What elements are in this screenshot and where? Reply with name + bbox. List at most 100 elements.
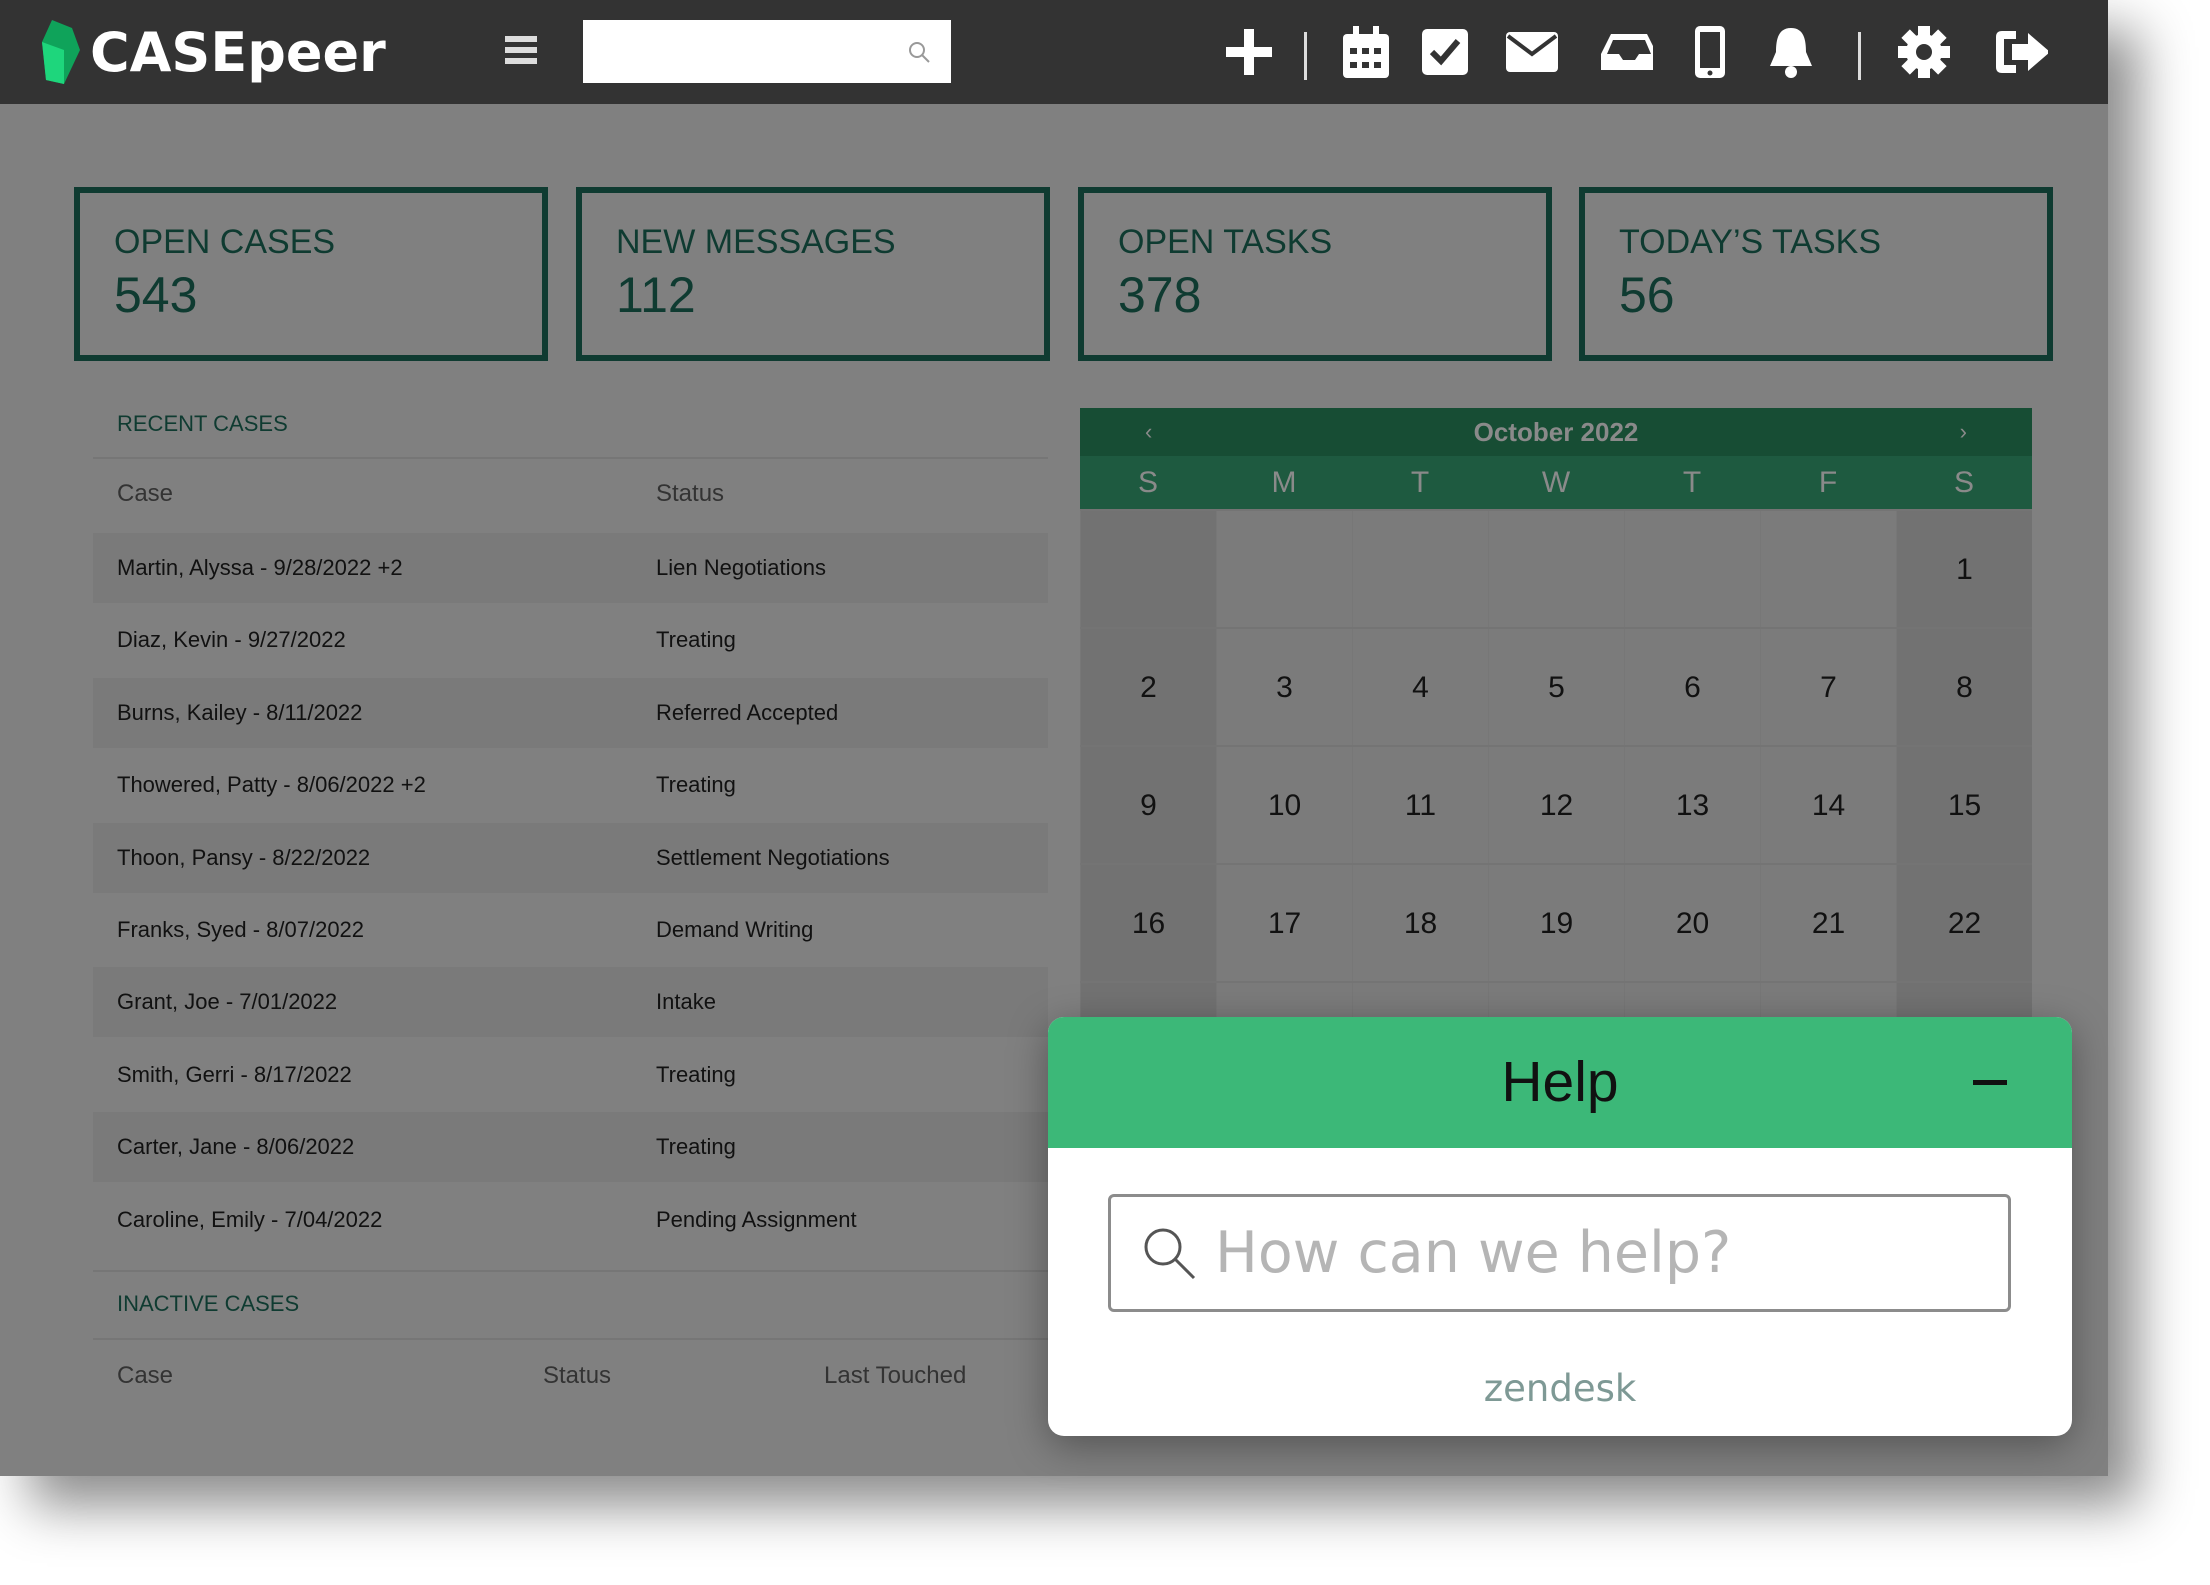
case-name[interactable]: Caroline, Emily - 7/04/2022 (117, 1206, 383, 1232)
top-bar: CASEpeer (0, 0, 2108, 104)
help-header: Help (1048, 1017, 2072, 1148)
weekday-label: T (1410, 466, 1430, 499)
case-name[interactable]: Martin, Alyssa - 9/28/2022 +2 (117, 555, 403, 580)
minimize-icon[interactable] (1973, 1080, 2007, 1085)
case-name[interactable]: Franks, Syed - 8/07/2022 (117, 917, 365, 942)
calendar-week: 1 (1080, 509, 2032, 627)
calendar-day[interactable]: 13 (1624, 747, 1760, 863)
table-row[interactable]: Burns, Kailey - 8/11/2022 Referred Accept… (93, 677, 1048, 748)
calendar-day[interactable]: 6 (1624, 629, 1760, 745)
bell-icon[interactable] (1764, 24, 1818, 80)
table-row[interactable]: Martin, Alyssa - 9/28/2022 +2 Lien Negoti… (93, 533, 1048, 603)
recent-cases-title: RECENT CASES (117, 411, 288, 436)
stat-value: 543 (114, 267, 198, 323)
calendar-day (1488, 511, 1624, 627)
menu-icon[interactable] (505, 36, 537, 64)
table-row[interactable]: Diaz, Kevin - 9/27/2022 Treating (93, 605, 1048, 675)
calendar-day[interactable]: 2 (1080, 629, 1216, 745)
phone-icon[interactable] (1683, 24, 1737, 80)
calendar-day[interactable]: 4 (1352, 629, 1488, 745)
calendar-week: 9 10 11 12 13 14 15 (1080, 745, 2032, 863)
case-name[interactable]: Smith, Gerri - 8/17/2022 (117, 1061, 352, 1087)
prev-month-button[interactable]: ‹ (1145, 419, 1153, 444)
calendar-day[interactable]: 20 (1624, 865, 1760, 981)
calendar-day[interactable]: 22 (1896, 865, 2032, 981)
calendar-day[interactable]: 17 (1216, 865, 1352, 981)
calendar-day[interactable]: 3 (1216, 629, 1352, 745)
search-input[interactable] (593, 20, 893, 80)
calendar-day[interactable]: 11 (1352, 747, 1488, 863)
calendar-month: October 2022 (1473, 417, 1639, 447)
logo-icon (42, 20, 80, 84)
check-square-icon[interactable] (1418, 24, 1472, 80)
help-title: Help (1501, 1050, 1619, 1114)
calendar-day[interactable]: 16 (1080, 865, 1216, 981)
stat-open-tasks[interactable]: OPEN TASKS 378 (1078, 187, 1552, 361)
case-status: Settlement Negotiations (656, 844, 890, 870)
table-row[interactable]: Caroline, Emily - 7/04/2022 Pending Assig… (93, 1185, 1048, 1255)
search-box[interactable] (583, 20, 951, 83)
plus-icon[interactable] (1222, 24, 1276, 80)
case-status: Demand Writing (656, 917, 814, 942)
weekday-label: S (1953, 466, 1974, 499)
calendar-day[interactable]: 14 (1760, 747, 1896, 863)
calendar-day[interactable]: 10 (1216, 747, 1352, 863)
divider (1858, 32, 1861, 80)
calendar-day[interactable]: 9 (1080, 747, 1216, 863)
table-row[interactable]: Thoon, Pansy - 8/22/2022 Settlement Negot… (93, 822, 1048, 893)
calendar-day[interactable]: 15 (1896, 747, 2032, 863)
search-icon[interactable] (907, 40, 931, 64)
case-name[interactable]: Burns, Kailey - 8/11/2022 (117, 699, 363, 725)
table-row[interactable]: Smith, Gerri - 8/17/2022 Treating (93, 1040, 1048, 1110)
case-name[interactable]: Thoon, Pansy - 8/22/2022 (117, 844, 371, 870)
stat-label: OPEN CASES (114, 223, 336, 261)
calendar-day (1216, 511, 1352, 627)
table-row[interactable]: Franks, Syed - 8/07/2022 Demand Writing (93, 895, 1048, 965)
help-search-box[interactable] (1108, 1194, 2011, 1312)
gear-icon[interactable] (1897, 24, 1951, 80)
inactive-cases-title: INACTIVE CASES (117, 1291, 300, 1316)
logo-text: CASEpeer (90, 20, 386, 84)
case-name[interactable]: Grant, Joe - 7/01/2022 (117, 989, 338, 1015)
case-status: Referred Accepted (656, 699, 839, 725)
case-name[interactable]: Carter, Jane - 8/06/2022 (117, 1134, 355, 1160)
help-search-input[interactable] (1215, 1220, 1995, 1286)
stat-todays-tasks[interactable]: TODAY’S TASKS 56 (1579, 187, 2053, 361)
case-status: Treating (656, 1134, 736, 1160)
case-name[interactable]: Diaz, Kevin - 9/27/2022 (117, 627, 346, 653)
calendar-day[interactable]: 18 (1352, 865, 1488, 981)
calendar-day[interactable]: 8 (1896, 629, 2032, 745)
calendar-day[interactable]: 12 (1488, 747, 1624, 863)
stat-open-cases[interactable]: OPEN CASES 543 (74, 187, 548, 361)
logo[interactable]: CASEpeer (42, 20, 386, 84)
next-month-button[interactable]: › (1959, 419, 1967, 444)
stat-new-messages[interactable]: NEW MESSAGES 112 (576, 187, 1050, 361)
case-status: Treating (656, 1061, 736, 1087)
calendar-day[interactable]: 19 (1488, 865, 1624, 981)
zendesk-brand[interactable]: zendesk (1483, 1367, 1637, 1410)
search-icon (1144, 1228, 1196, 1280)
case-status: Intake (656, 989, 716, 1015)
calendar-day[interactable]: 7 (1760, 629, 1896, 745)
column-header-status: Status (656, 480, 725, 507)
inbox-icon[interactable] (1599, 24, 1653, 80)
table-row[interactable]: Carter, Jane - 8/06/2022 Treating (93, 1112, 1048, 1183)
table-row[interactable]: Grant, Joe - 7/01/2022 Intake (93, 967, 1048, 1038)
logout-icon[interactable] (1994, 24, 2048, 80)
case-status: Treating (656, 772, 736, 798)
weekday-label: W (1541, 466, 1571, 499)
calendar-icon[interactable] (1339, 24, 1393, 80)
case-name[interactable]: Thowered, Patty - 8/06/2022 +2 (117, 772, 426, 798)
mail-icon[interactable] (1505, 24, 1559, 80)
calendar-day[interactable]: 5 (1488, 629, 1624, 745)
calendar-day (1760, 511, 1896, 627)
column-header-case: Case (117, 480, 174, 507)
calendar-day[interactable]: 21 (1760, 865, 1896, 981)
table-row[interactable]: Thowered, Patty - 8/06/2022 +2 Treating (93, 750, 1048, 820)
calendar-day[interactable]: 1 (1896, 511, 2032, 627)
stat-label: OPEN TASKS (1118, 223, 1333, 261)
divider (93, 1338, 1048, 1340)
